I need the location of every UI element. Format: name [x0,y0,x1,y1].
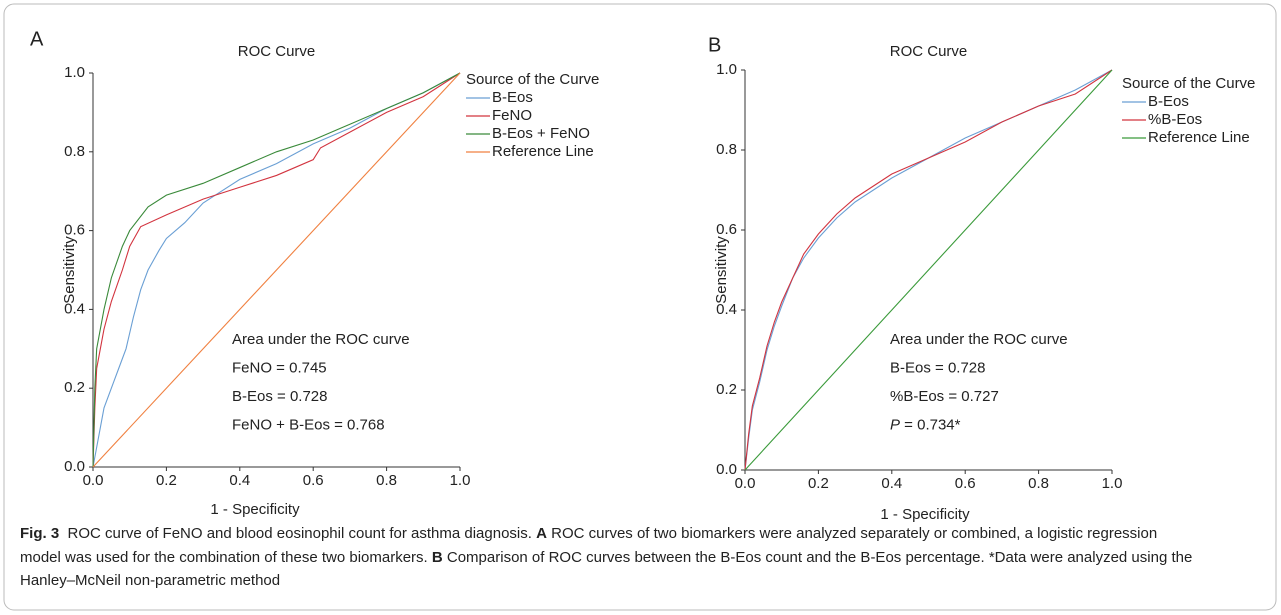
annotation-part: B-Eos = 0.728 [232,388,327,405]
caption-run: A [536,525,547,542]
x-tick-label: 1.0 [1102,475,1123,492]
annotation: P = 0.734* [890,416,961,433]
annotation: B-Eos = 0.728 [232,388,327,405]
x-tick-label: 0.6 [303,472,324,489]
caption-run: Fig. 3 [20,525,60,542]
caption-run: B [431,548,443,566]
x-tick-label: 0.2 [808,475,829,492]
x-tick-label: 0.0 [735,475,756,492]
legend-label: B-Eos [492,89,533,106]
caption-run: ROC curves of two biomarkers were analyz… [20,525,1162,566]
annotation-part: = 0.734* [900,416,961,433]
annotation: Area under the ROC curve [890,331,1068,348]
annotation-part: B-Eos = 0.728 [890,359,985,376]
roc-curve [92,72,461,468]
y-tick-label: 0.4 [64,300,85,317]
legend-label: %B-Eos [1148,111,1202,128]
legend-label: B-Eos + FeNO [492,125,590,142]
x-tick-label: 0.2 [156,472,177,489]
x-tick-label: 1.0 [450,472,471,489]
legend-title: Source of the Curve [466,71,599,88]
y-tick-label: 0.0 [716,461,737,478]
y-tick-label: 0.0 [64,458,85,475]
y-tick-label: 0.4 [716,301,737,318]
legend-label: Reference Line [492,143,594,160]
frame [3,3,1277,611]
annotation-part: FeNO = 0.745 [232,359,327,376]
y-tick-label: 0.8 [64,143,85,160]
caption: Fig. 3 ROC curve of FeNO and blood eosin… [20,522,1200,593]
annotation: %B-Eos = 0.727 [890,388,999,405]
roc-curve [744,69,1113,471]
annotation-part: %B-Eos = 0.727 [890,388,999,405]
y-tick-label: 1.0 [716,61,737,78]
chart-title: ROC Curve [890,43,968,60]
annotation: B-Eos = 0.728 [890,359,985,376]
legend-label: B-Eos [1148,93,1189,110]
annotation-part: FeNO + B-Eos = 0.768 [232,416,385,433]
y-tick-label: 1.0 [64,64,85,81]
annotation-part: Area under the ROC curve [232,331,410,348]
panel-label: B [708,34,721,56]
roc-curve [92,72,461,468]
x-tick-label: 0.6 [955,475,976,492]
y-tick-label: 0.8 [716,141,737,158]
caption-run: ROC curve of FeNO and blood eosinophil c… [59,525,537,542]
legend-label: FeNO [492,107,532,124]
x-tick-label: 0.8 [376,472,397,489]
x-tick-label: 0.4 [881,475,902,492]
x-axis-title: 1 - Specificity [210,501,300,518]
y-axis-title: Sensitivity [713,236,730,304]
chart-title: ROC Curve [238,43,316,60]
x-tick-label: 0.0 [83,472,104,489]
legend-label: Reference Line [1148,129,1250,146]
legend-title: Source of the Curve [1122,75,1255,92]
annotation: FeNO + B-Eos = 0.768 [232,416,385,433]
y-tick-label: 0.2 [64,379,85,396]
annotation-part: Area under the ROC curve [890,331,1068,348]
x-tick-label: 0.4 [229,472,250,489]
x-axis-title: 1 - Specificity [880,506,970,523]
roc-curve [92,72,461,468]
caption-run: Comparison of ROC curves between the B-E… [20,548,1197,590]
y-tick-label: 0.2 [716,381,737,398]
annotation-part: P [890,416,900,433]
y-tick-label: 0.6 [64,222,85,239]
annotation: FeNO = 0.745 [232,359,327,376]
roc-curve [744,69,1113,471]
panel-label: A [30,28,44,50]
y-axis-title: Sensitivity [61,236,78,304]
roc-curve [92,72,461,468]
x-tick-label: 0.8 [1028,475,1049,492]
annotation: Area under the ROC curve [232,331,410,348]
roc-curve [744,69,1113,471]
y-tick-label: 0.6 [716,221,737,238]
